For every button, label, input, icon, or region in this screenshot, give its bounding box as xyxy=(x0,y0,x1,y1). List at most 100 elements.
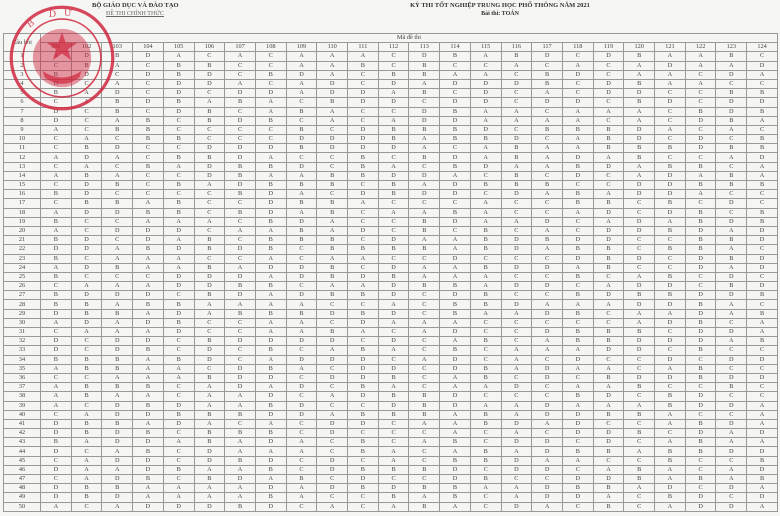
answer-cell: C xyxy=(162,473,195,485)
answer-cell: D xyxy=(162,271,195,283)
answer-cell: B xyxy=(531,235,563,246)
question-number: 26 xyxy=(3,281,41,292)
answer-cell: A xyxy=(531,299,563,310)
answer-cell: D xyxy=(316,455,349,466)
answer-cell: B xyxy=(654,391,686,402)
answer-cell: A xyxy=(654,473,686,485)
answer-cell: D xyxy=(377,290,410,301)
answer-cell: D xyxy=(193,446,226,457)
table-row: 47 C A D B C B D A B C D C C D B C C D D B A B A B xyxy=(3,473,778,485)
table-row: 20 A C D D D C A A B A D C B C B C A C D D B D A D xyxy=(3,225,778,237)
answer-cell: C xyxy=(132,170,164,182)
question-number: 4 xyxy=(3,78,41,90)
answer-cell: A xyxy=(224,400,256,411)
answer-cell: D xyxy=(285,336,318,347)
answer-cell: A xyxy=(531,501,563,512)
svg-text:B: B xyxy=(25,17,37,30)
answer-cell: A xyxy=(623,115,656,126)
answer-cell: D xyxy=(162,244,195,255)
answer-cell: B xyxy=(377,372,410,384)
question-number: 31 xyxy=(3,326,41,338)
answer-cell: C xyxy=(439,198,471,209)
answer-cell: A xyxy=(193,216,226,227)
answer-cell: B xyxy=(316,207,349,218)
answer-cell: C xyxy=(469,428,502,439)
answer-cell: D xyxy=(654,281,686,292)
answer-cell: D xyxy=(592,235,625,246)
official-label: ĐỀ THI CHÍNH THỨC xyxy=(106,11,164,17)
answer-cell: C xyxy=(285,253,318,264)
answer-cell: A xyxy=(623,308,656,319)
answer-cell: D xyxy=(746,262,778,273)
answer-cell: C xyxy=(347,262,379,273)
answer-cell: A xyxy=(654,501,686,512)
answer-cell: C xyxy=(500,198,533,209)
answer-cell: D xyxy=(132,51,164,62)
answer-cell: A xyxy=(408,326,441,338)
answer-cell: C xyxy=(70,216,103,227)
answer-cell: D xyxy=(408,115,441,126)
answer-cell: A xyxy=(500,428,533,439)
answer-cell: D xyxy=(101,207,134,218)
answer-cell: C xyxy=(377,428,410,439)
answer-cell: D xyxy=(377,336,410,347)
answer-cell: B xyxy=(101,308,134,319)
answer-cell: A xyxy=(531,244,563,255)
answer-cell: B xyxy=(224,161,256,172)
answer-cell: B xyxy=(684,437,717,448)
answer-cell: A xyxy=(439,244,471,255)
answer-cell: B xyxy=(101,382,134,393)
answer-cell: B xyxy=(439,299,471,310)
answer-cell: B xyxy=(316,290,349,301)
answer-cell: C xyxy=(347,216,379,227)
answer-cell: C xyxy=(746,382,778,393)
answer-cell: D xyxy=(439,253,471,264)
answer-cell: C xyxy=(623,354,656,365)
answer-cell: D xyxy=(316,78,349,90)
answer-cell: C xyxy=(162,382,195,393)
answer-cell: D xyxy=(224,336,256,347)
answer-cell: A xyxy=(224,51,256,62)
exam-codes-row: 101 102 103 104 105 106 107 108 109 110 111 112 113 1… xyxy=(4,42,778,53)
answer-cell: C xyxy=(162,115,195,126)
answer-cell: A xyxy=(746,326,778,338)
answer-cell: A xyxy=(439,372,471,384)
answer-cell: D xyxy=(70,69,103,80)
answer-cell: B xyxy=(40,235,72,246)
answer-cell: D xyxy=(254,189,287,200)
answer-cell: B xyxy=(347,170,379,182)
ministry-name: BỘ GIÁO DỤC VÀ ĐÀO TẠO xyxy=(92,2,179,9)
answer-cell: B xyxy=(316,97,349,108)
answer-cell: C xyxy=(439,225,471,237)
answer-cell: C xyxy=(500,326,533,338)
answer-cell: D xyxy=(439,189,471,200)
answer-cell: D xyxy=(285,134,318,145)
answer-cell: D xyxy=(715,483,748,494)
answer-cell: C xyxy=(162,336,195,347)
table-row: 26 C A A A D D B B C A A D B B A D D C A D D C B D xyxy=(3,281,778,292)
answer-cell: C xyxy=(746,363,778,374)
answer-cell: B xyxy=(377,179,410,191)
answer-cell: B xyxy=(224,281,256,292)
answer-cell: A xyxy=(684,189,717,200)
answer-cell: A xyxy=(654,409,686,420)
answer-cell: B xyxy=(561,391,594,402)
answer-cell: A xyxy=(224,464,256,476)
answer-cell: A xyxy=(70,134,103,145)
answer-cell: B xyxy=(377,271,410,283)
answer-cell: A xyxy=(531,225,563,237)
answer-cell: B xyxy=(224,455,256,466)
answer-cell: D xyxy=(193,281,226,292)
answer-cell: D xyxy=(254,336,287,347)
answer-cell: C xyxy=(654,115,686,126)
answer-cell: C xyxy=(408,253,441,264)
answer-cell: A xyxy=(500,492,533,503)
answer-cell: B xyxy=(592,336,625,347)
answer-cell: B xyxy=(40,290,72,301)
answer-cell: B xyxy=(531,78,563,90)
answer-cell: C xyxy=(469,253,502,264)
answer-cell: B xyxy=(193,409,226,420)
answer-cell: A xyxy=(623,69,656,80)
answer-cell: A xyxy=(162,235,195,246)
answer-cell: A xyxy=(469,400,502,411)
